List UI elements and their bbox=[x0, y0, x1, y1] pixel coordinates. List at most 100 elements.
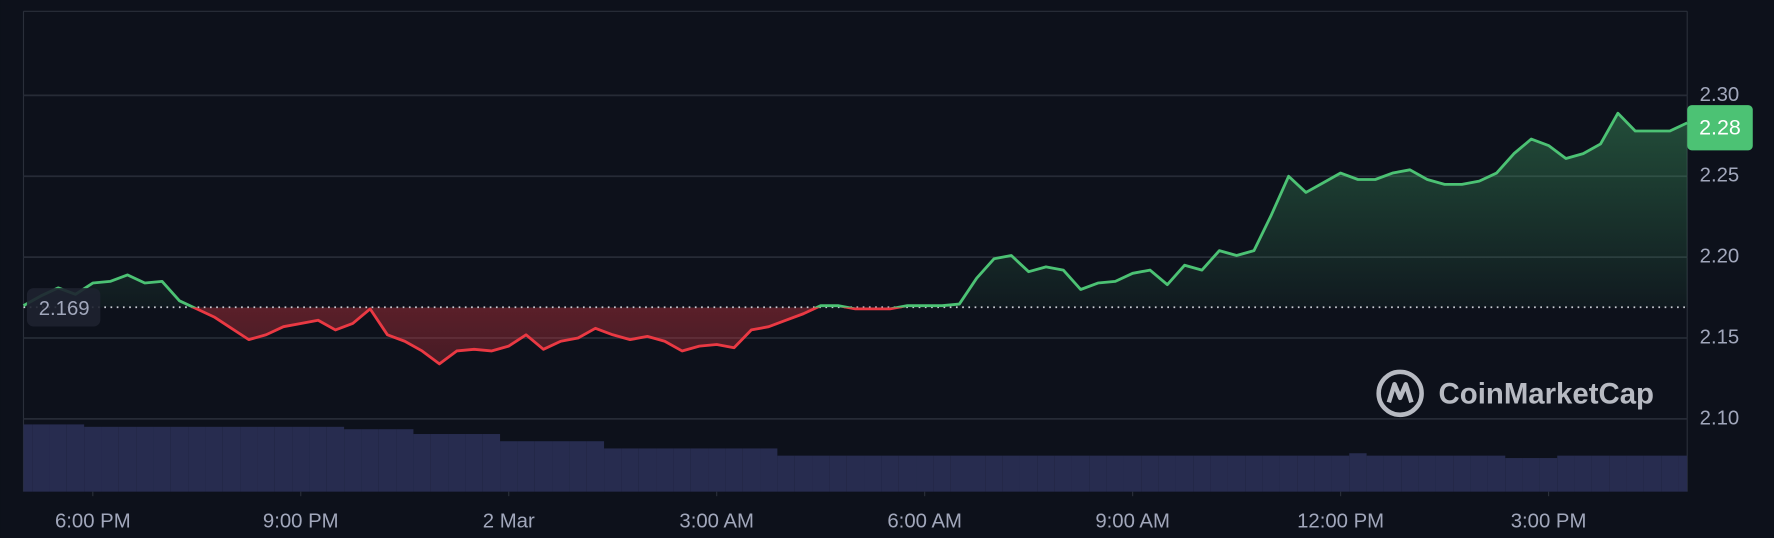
x-tick-label: 2 Mar bbox=[483, 511, 535, 533]
volume-bar bbox=[101, 426, 119, 492]
y-tick-label: 2.30 bbox=[1700, 84, 1740, 106]
volume-bar bbox=[448, 434, 466, 492]
volume-bar bbox=[257, 426, 275, 492]
volume-bar bbox=[1037, 455, 1055, 492]
x-tick-label: 12:00 PM bbox=[1297, 511, 1384, 533]
y-tick-label: 2.15 bbox=[1700, 326, 1740, 348]
volume-bar bbox=[500, 441, 518, 492]
volume-bar bbox=[413, 434, 431, 492]
volume-bar bbox=[864, 455, 882, 492]
volume-bar bbox=[1123, 455, 1142, 492]
x-tick-label: 6:00 AM bbox=[887, 511, 962, 533]
volume-bar bbox=[188, 426, 206, 492]
volume-bar bbox=[32, 424, 50, 492]
watermark-text: CoinMarketCap bbox=[1439, 377, 1654, 410]
price-tag-bg bbox=[1687, 105, 1753, 151]
watermark: CoinMarketCap bbox=[1376, 369, 1654, 418]
price-line bbox=[22, 111, 1688, 366]
volume-bar bbox=[950, 455, 969, 492]
volume-bar bbox=[933, 455, 951, 492]
y-tick-label: 2.25 bbox=[1700, 165, 1740, 187]
baseline-label: 2.169 bbox=[39, 298, 90, 320]
volume-bar bbox=[829, 455, 847, 492]
volume-bar bbox=[1470, 455, 1488, 492]
volume-bar bbox=[361, 429, 379, 492]
price-tag-label: 2.28 bbox=[1699, 116, 1741, 140]
volume-bar bbox=[1366, 455, 1384, 492]
volume-bar bbox=[708, 448, 726, 492]
volume-bar bbox=[274, 426, 293, 492]
volume-bar bbox=[1002, 455, 1020, 492]
volume-bar bbox=[326, 426, 345, 492]
volume-bar bbox=[742, 448, 761, 492]
volume-bar bbox=[465, 434, 483, 492]
x-tick-label: 9:00 PM bbox=[263, 511, 339, 533]
volume-bar bbox=[1106, 455, 1124, 492]
volume-bar bbox=[1245, 455, 1263, 492]
volume-bar bbox=[1349, 453, 1367, 492]
volume-bar bbox=[1210, 455, 1228, 492]
x-tick-label: 6:00 PM bbox=[55, 511, 131, 533]
volume-bar bbox=[309, 426, 327, 492]
volume-bar bbox=[23, 424, 33, 492]
volume-bar bbox=[378, 429, 397, 492]
volume-bar bbox=[846, 455, 865, 492]
volume-bar bbox=[1141, 455, 1159, 492]
volume-bar bbox=[1071, 455, 1090, 492]
volume-bar bbox=[240, 426, 258, 492]
volume-bar bbox=[1609, 455, 1627, 492]
volume-bar bbox=[1019, 455, 1038, 492]
volume-bar bbox=[170, 426, 189, 492]
volume-bar bbox=[1401, 455, 1419, 492]
baseline-tag-bg bbox=[26, 288, 101, 327]
volume-bar bbox=[1262, 455, 1280, 492]
volume-bar bbox=[1297, 455, 1315, 492]
volume-bar bbox=[552, 441, 570, 492]
volume-bar bbox=[517, 441, 535, 492]
volume-bar bbox=[292, 426, 310, 492]
baseline-tag: 2.169 bbox=[26, 288, 101, 327]
y-tick-label: 2.10 bbox=[1700, 407, 1740, 429]
volume-bar bbox=[482, 434, 501, 492]
volume-bar bbox=[1383, 455, 1402, 492]
volume-bar bbox=[1279, 455, 1298, 492]
volume-bar bbox=[621, 448, 639, 492]
logo bbox=[1376, 369, 1424, 418]
volume-bar bbox=[430, 434, 449, 492]
price-tag: 2.28 bbox=[1687, 105, 1753, 151]
volume-bar bbox=[1591, 455, 1610, 492]
volume-bar bbox=[1522, 458, 1540, 492]
volume-bar bbox=[1193, 455, 1211, 492]
volume-bar bbox=[794, 455, 813, 492]
volume-bar bbox=[760, 448, 778, 492]
volume-bar bbox=[1678, 455, 1688, 492]
volume-bar bbox=[1418, 455, 1436, 492]
volume-bar bbox=[985, 455, 1003, 492]
volume-bar bbox=[84, 426, 102, 492]
volume-bar bbox=[690, 448, 709, 492]
volume-bar bbox=[777, 455, 795, 492]
volume-bar bbox=[1227, 455, 1246, 492]
volume-bar bbox=[118, 426, 137, 492]
volume-bar bbox=[881, 455, 899, 492]
volume-bar bbox=[1435, 455, 1454, 492]
volume-bar bbox=[1314, 455, 1332, 492]
x-tick-label: 3:00 PM bbox=[1511, 511, 1587, 533]
volume-bar bbox=[136, 426, 154, 492]
x-tick-label: 3:00 AM bbox=[679, 511, 754, 533]
volume-bar bbox=[638, 448, 657, 492]
volume-bar bbox=[1661, 455, 1679, 492]
volume-bar bbox=[1175, 455, 1194, 492]
volume-bar bbox=[916, 455, 934, 492]
volume-bar bbox=[586, 441, 605, 492]
volume-bar bbox=[1574, 455, 1592, 492]
volume-bar bbox=[1643, 455, 1662, 492]
price-area bbox=[23, 113, 1688, 364]
volume-bar bbox=[153, 426, 171, 492]
volume-bar bbox=[1539, 458, 1558, 492]
y-tick-label: 2.20 bbox=[1700, 246, 1740, 268]
volume-bar bbox=[673, 448, 691, 492]
volume-bar bbox=[1158, 455, 1176, 492]
volume-bar bbox=[898, 455, 917, 492]
